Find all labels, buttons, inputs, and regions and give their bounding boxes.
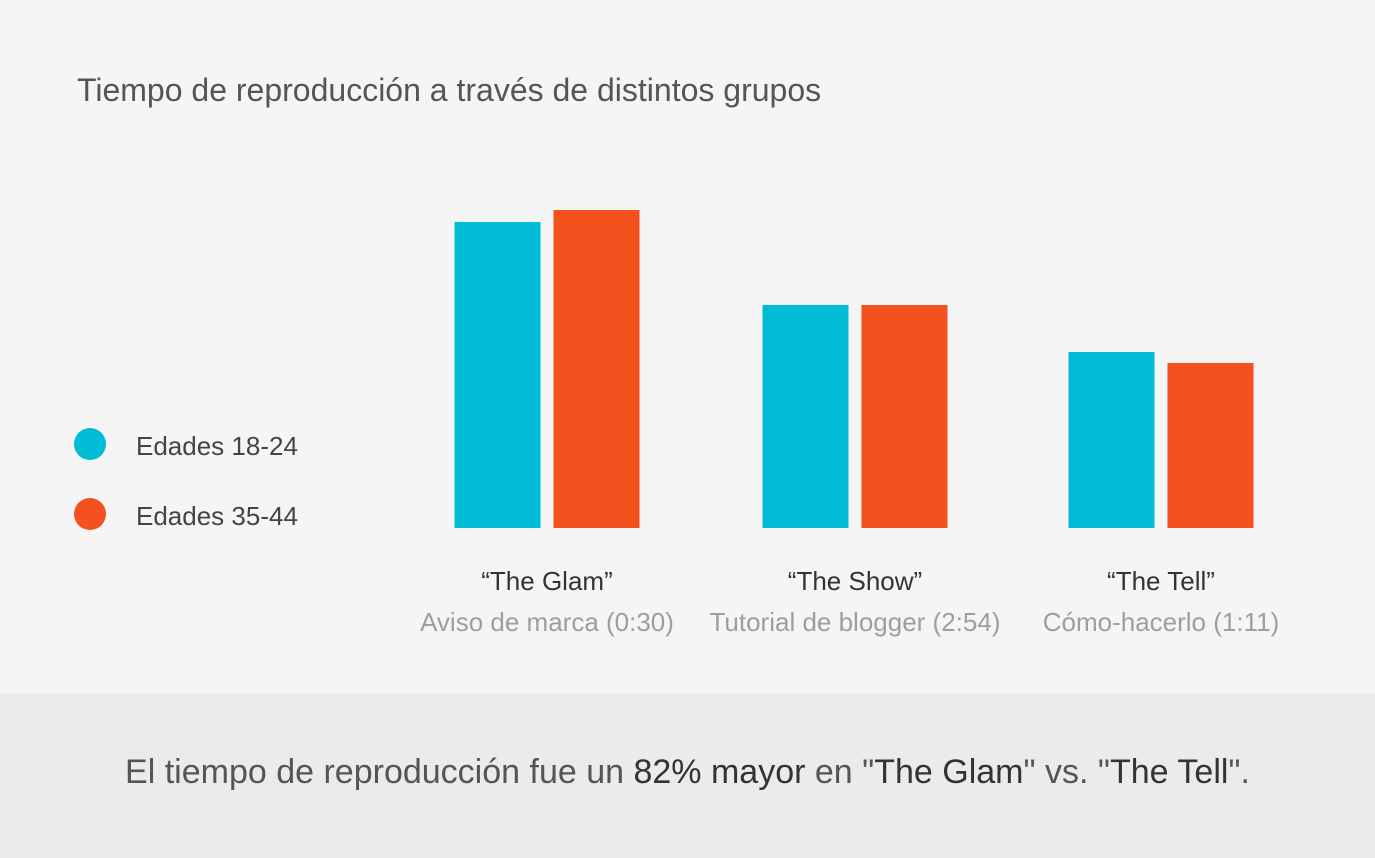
bar-3-35-44	[1167, 363, 1254, 528]
summary-part-1: El tiempo de reproducción fue un	[125, 753, 634, 791]
legend-label-35-44: Edades 35-44	[136, 501, 298, 531]
summary-part-7: ".	[1228, 753, 1250, 791]
bar-1-18-24	[454, 222, 541, 528]
bar-chart: “The Glam” Aviso de marca (0:30) “The Show…	[420, 210, 1280, 637]
legend-dot-18-24	[74, 428, 106, 460]
category-sublabel-2: Tutorial de blogger (2:54)	[710, 607, 1001, 637]
category-sublabel-3: Cómo-hacerlo (1:11)	[1043, 607, 1280, 637]
category-label-3: “The Tell”	[1107, 566, 1215, 596]
bar-2-18-24	[762, 305, 849, 528]
chart-title: Tiempo de reproducción a través de disti…	[77, 72, 822, 108]
summary-panel	[0, 693, 1375, 858]
summary-part-5: " vs. "	[1023, 753, 1110, 791]
chart-panel	[0, 0, 1375, 693]
category-label-2: “The Show”	[788, 566, 922, 596]
category-sublabel-1: Aviso de marca (0:30)	[420, 607, 674, 637]
legend-label-18-24: Edades 18-24	[136, 431, 298, 461]
summary-highlight: 82% mayor	[633, 753, 806, 791]
category-label-1: “The Glam”	[481, 566, 612, 596]
bar-3-18-24	[1068, 352, 1155, 528]
summary-tell: The Tell	[1109, 753, 1229, 791]
legend-dot-35-44	[74, 498, 106, 530]
bar-2-35-44	[861, 305, 948, 528]
bar-1-35-44	[553, 210, 640, 528]
summary-glam: The Glam	[874, 753, 1024, 791]
summary-part-3: en "	[805, 753, 875, 791]
summary-text: El tiempo de reproducción fue un 82% may…	[0, 753, 1375, 792]
